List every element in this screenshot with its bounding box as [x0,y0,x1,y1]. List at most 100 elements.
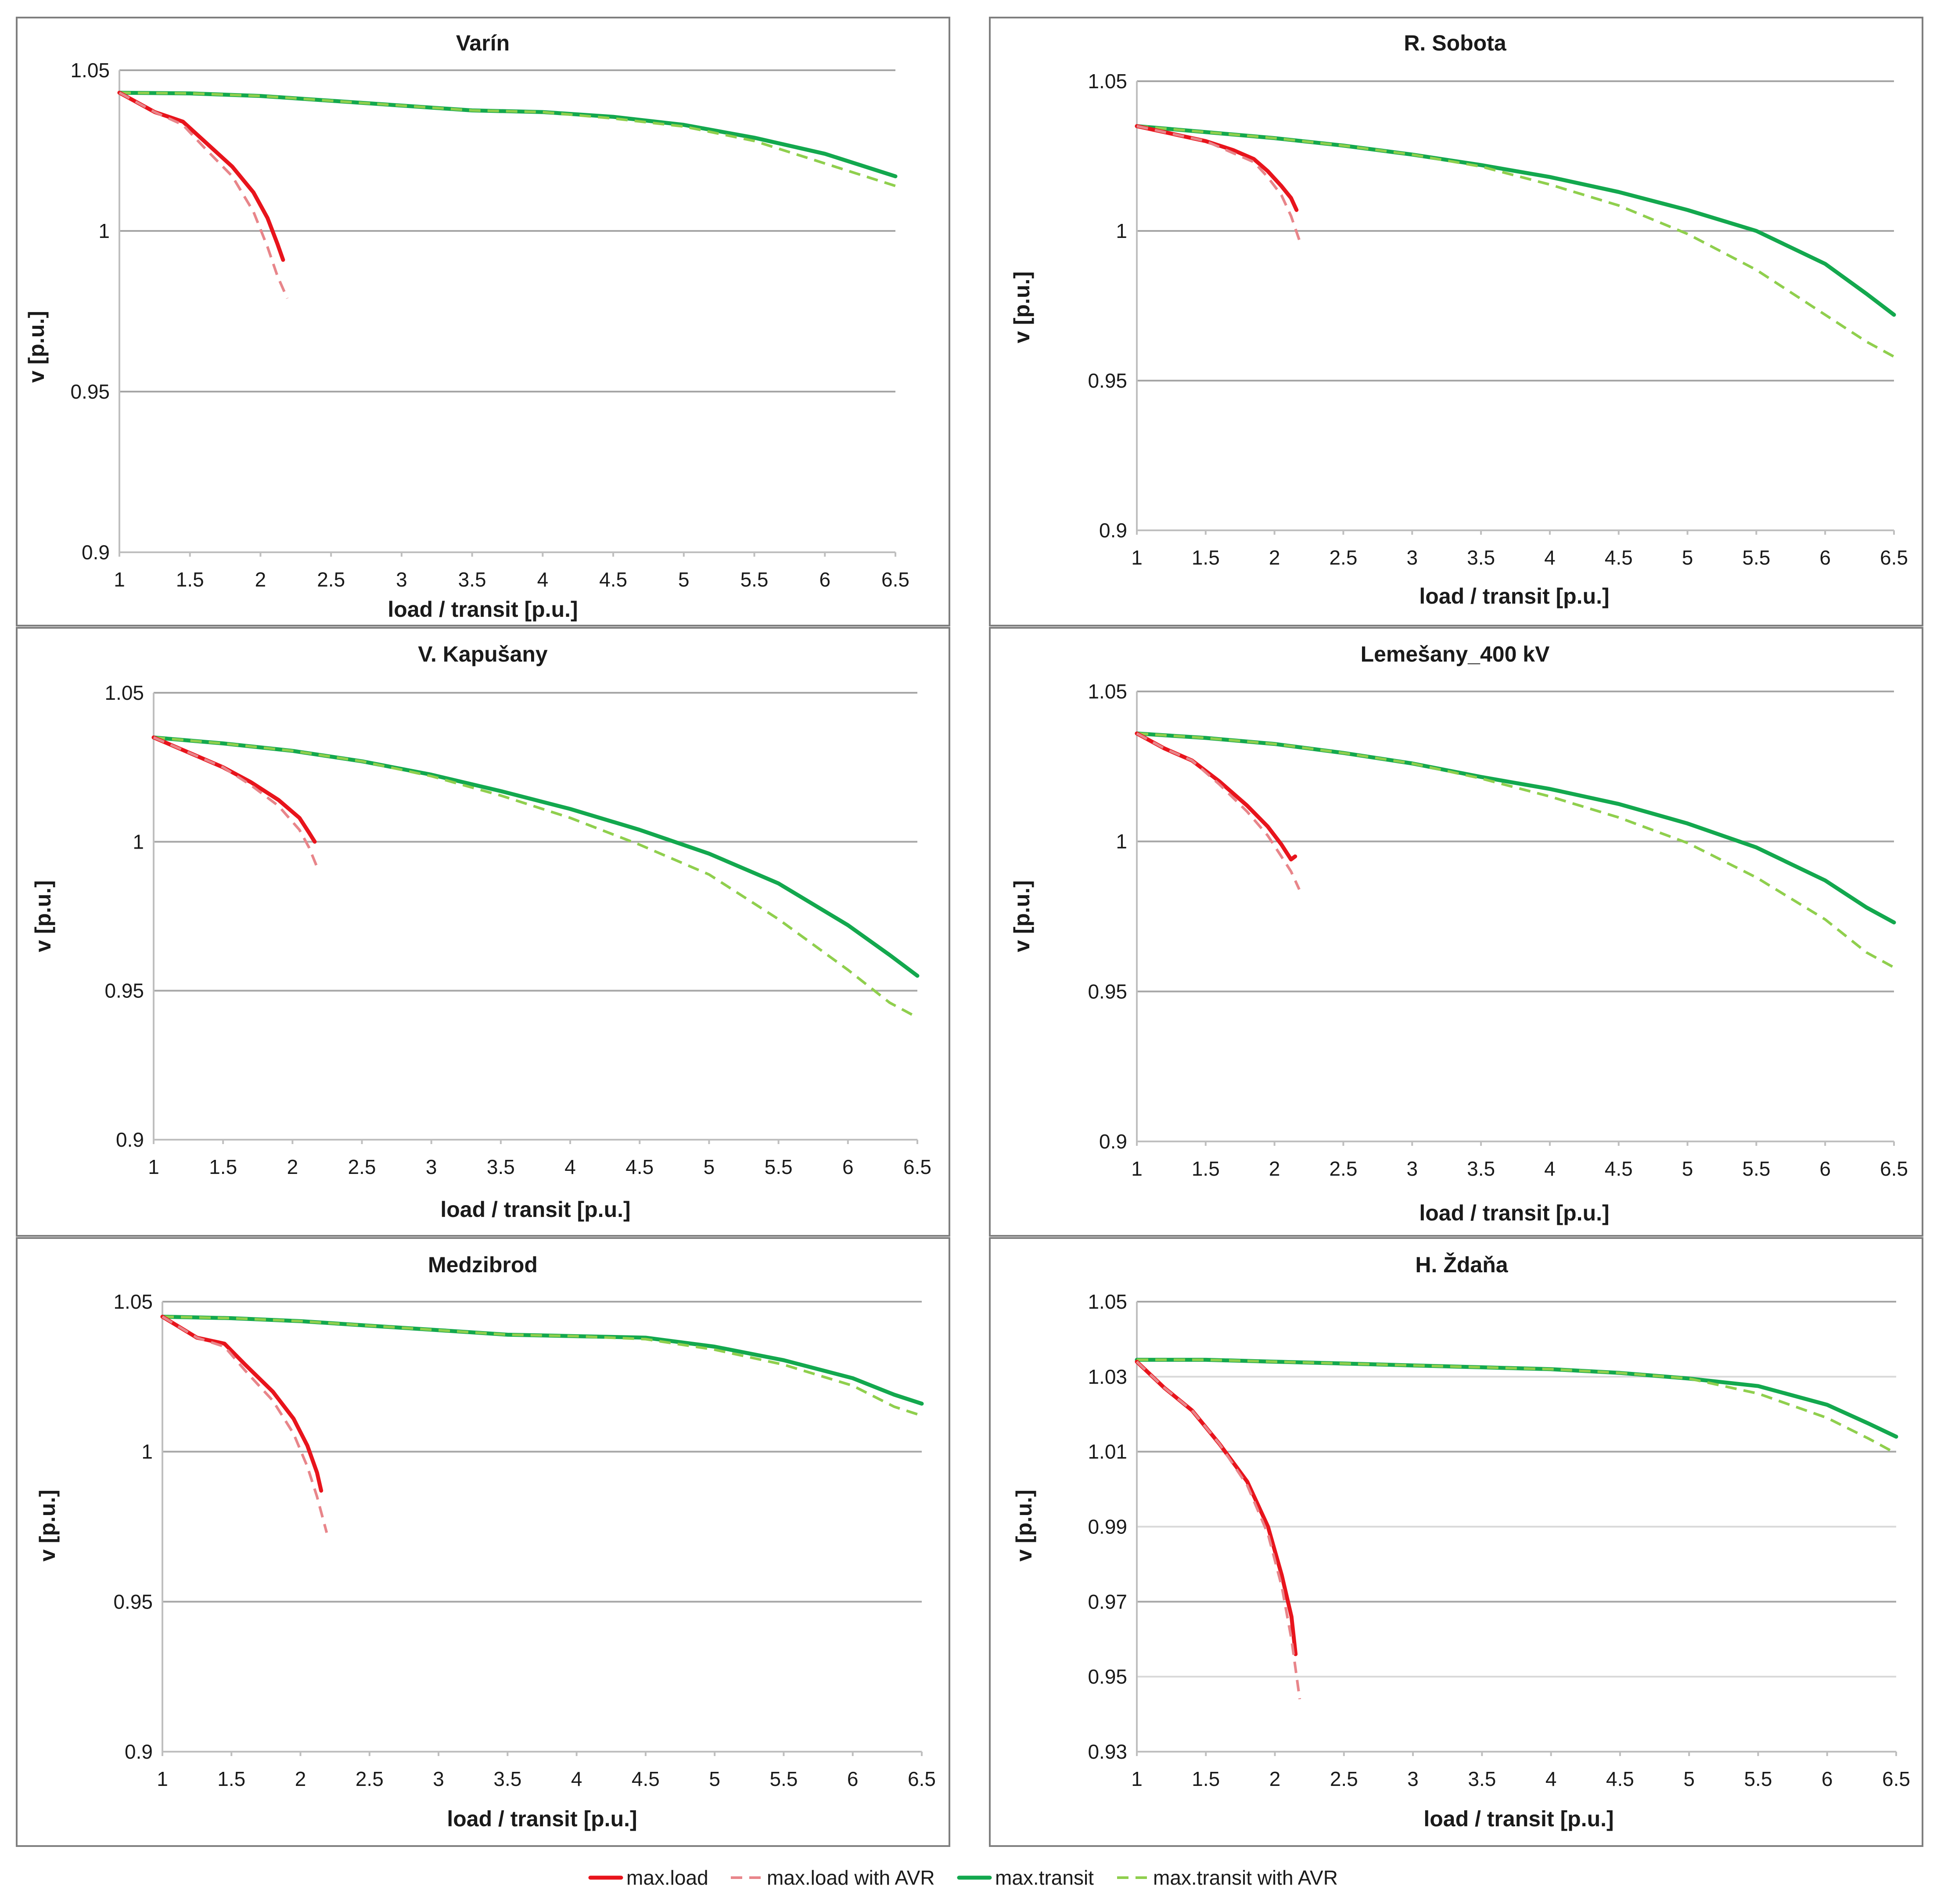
x-tick-label: 3 [433,1767,444,1790]
x-tick-label: 1 [1131,1157,1143,1180]
series-line-max-load [1135,124,1299,212]
series-line-max-load-with-avr [119,91,289,299]
x-tick-label: 4 [1544,1157,1556,1180]
y-tick-label: 1.05 [1088,1290,1127,1313]
y-axis-title: v [p.u.] [1010,880,1034,952]
x-axis-title: load / transit [p.u.] [1423,1807,1614,1831]
x-tick-label: 4.5 [1605,546,1633,569]
panel-title: V. Kapušany [418,642,548,666]
x-tick-label: 2 [255,568,266,591]
x-tick-label: 6.5 [903,1155,931,1178]
y-tick-label: 0.95 [1088,369,1127,392]
x-tick-label: 3 [1406,1157,1418,1180]
x-tick-label: 4 [564,1155,576,1178]
y-tick-label: 1.01 [1088,1440,1127,1463]
x-tick-label: 2.5 [1329,546,1357,569]
x-tick-label: 4 [537,568,549,591]
x-tick-label: 1.5 [217,1767,245,1790]
x-tick-label: 6.5 [1880,546,1908,569]
panel-frame [989,627,1923,1237]
x-tick-label: 5.5 [769,1767,798,1790]
x-tick-label: 4 [1544,546,1556,569]
panel-title: Varín [456,31,510,55]
x-tick-label: 5.5 [1744,1767,1772,1790]
panel-title: Medzibrod [428,1253,538,1277]
x-tick-label: 6 [847,1767,859,1790]
series-line-max-transit-with-avr [1136,125,1895,358]
panel-title: R. Sobota [1404,31,1507,55]
x-tick-label: 1 [1131,1767,1143,1790]
y-tick-label: 0.9 [1099,519,1127,542]
x-tick-label: 5 [1682,546,1693,569]
y-tick-label: 1.05 [104,681,144,704]
x-tick-label: 2 [1269,546,1280,569]
y-tick-label: 0.95 [104,979,144,1002]
x-tick-label: 3.5 [1468,1767,1496,1790]
x-tick-label: 3.5 [1467,1157,1495,1180]
series-line-max-load [151,735,317,844]
y-axis-title: v [p.u.] [24,311,49,383]
y-tick-label: 1 [1116,830,1127,853]
panel-frame [16,1237,950,1847]
x-tick-label: 6.5 [1882,1767,1910,1790]
series-line-max-load [117,90,285,262]
panel-frame [989,17,1923,626]
x-tick-label: 5.5 [1742,546,1770,569]
y-tick-label: 0.95 [113,1590,153,1613]
x-tick-label: 3.5 [1467,546,1495,569]
x-tick-label: 6.5 [1880,1157,1908,1180]
x-tick-label: 1.5 [1192,1157,1220,1180]
x-tick-label: 4.5 [1606,1767,1634,1790]
x-axis-title: load / transit [p.u.] [440,1197,630,1222]
y-tick-label: 1.05 [1088,680,1127,703]
x-tick-label: 4 [571,1767,582,1790]
x-axis-title: load / transit [p.u.] [1419,584,1609,608]
panel-4: Lemešany_400 kV 0.9 0.95 1 1.05 1 1.5 2 2.5 3 3.5 4… [989,627,1923,1237]
x-tick-label: 5.5 [740,568,769,591]
x-tick-label: 5 [709,1767,720,1790]
x-tick-label: 6.5 [881,568,909,591]
x-tick-label: 3.5 [493,1767,521,1790]
x-tick-label: 3.5 [487,1155,515,1178]
series-line-max-load [1135,1360,1298,1656]
y-tick-label: 0.99 [1088,1515,1127,1538]
legend-entry-label: max.load [626,1866,708,1889]
panel-1: Varín 0.9 0.95 1 1.05 1 1.5 2 2.5 3 3.5 4 4.5 5 5.5 6 6.… [16,17,950,626]
x-tick-label: 6 [1822,1767,1833,1790]
y-axis-title: v [p.u.] [35,1490,60,1562]
x-tick-label: 5 [1682,1157,1693,1180]
x-tick-label: 1.5 [176,568,204,591]
x-tick-label: 1.5 [209,1155,237,1178]
panel-title: Lemešany_400 kV [1361,642,1550,666]
legend-entry-label: max.load with AVR [767,1866,935,1889]
y-tick-label: 0.97 [1088,1590,1127,1613]
series-line-max-transit-with-avr [1136,732,1895,969]
x-tick-label: 1 [1131,546,1143,569]
y-tick-label: 1 [1116,220,1127,242]
y-tick-label: 0.9 [82,541,110,564]
legend-entry-label: max.transit [995,1866,1094,1889]
x-tick-label: 2 [295,1767,306,1790]
x-tick-label: 6 [1819,1157,1831,1180]
x-tick-label: 5 [678,568,690,591]
x-tick-label: 2.5 [348,1155,376,1178]
y-tick-label: 0.95 [1088,1665,1127,1688]
y-axis-title: v [p.u.] [1010,271,1034,343]
x-tick-label: 2 [1269,1157,1280,1180]
y-tick-label: 0.9 [125,1740,153,1763]
x-tick-label: 5.5 [765,1155,793,1178]
x-tick-label: 3 [426,1155,437,1178]
x-tick-label: 6.5 [908,1767,936,1790]
panel-5: Medzibrod 0.9 0.95 1 1.05 1 1.5 2 2.5 3 3.5 4 4.5 5 5.… [16,1237,950,1847]
legend-entry-label: max.transit with AVR [1153,1866,1338,1889]
x-tick-label: 5 [1683,1767,1695,1790]
x-tick-label: 5.5 [1742,1157,1770,1180]
x-tick-label: 3 [1406,546,1418,569]
series-line-max-load-with-avr [153,736,320,872]
panel-2: R. Sobota 0.9 0.95 1 1.05 1 1.5 2 2.5 3 3.5 4 4.5 5 5.… [989,17,1923,626]
x-tick-label: 2.5 [1329,1157,1357,1180]
y-tick-label: 1.05 [1088,70,1127,93]
x-axis-title: load / transit [p.u.] [388,597,578,622]
